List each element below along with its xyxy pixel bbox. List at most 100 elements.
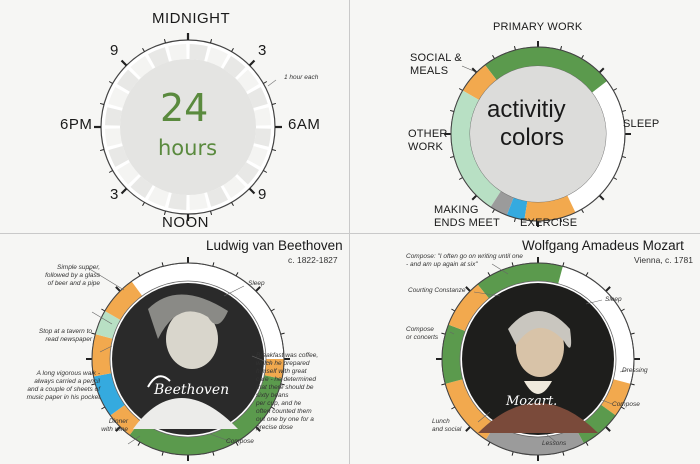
beethoven-hand: [147, 375, 171, 388]
legend-hour-tick: [449, 109, 455, 112]
mozart-note-courting: Courting Constanze: [408, 287, 466, 294]
clock-hour-tick: [248, 59, 256, 67]
beethoven-note-dinner: Dinner with wine: [101, 418, 128, 433]
clock-hour-cell: [105, 107, 122, 126]
mozart-signature: Mozart.: [506, 394, 558, 409]
mozart-name: Wolfgang Amadeus Mozart: [522, 238, 684, 253]
legend-segment-making_ends_meet: [490, 191, 514, 216]
beethoven-hour-tick: [255, 286, 261, 292]
beethoven-hour-tick: [137, 441, 141, 446]
clock-hour-cell: [117, 162, 139, 185]
label-making-2: ENDS MEET: [434, 217, 500, 229]
label-other-work-2: WORK: [408, 141, 444, 153]
legend-leader: [461, 65, 477, 73]
label-primary-work: PRIMARY WORK: [493, 21, 583, 33]
beethoven-hour-tick: [115, 286, 121, 292]
six-pm-label: 6PM: [60, 116, 93, 133]
clock-hour-cell: [223, 56, 246, 78]
beethoven-face: [166, 309, 218, 369]
mozart-wig: [508, 311, 572, 348]
legend-hour-tick: [621, 156, 627, 159]
clock-hour-cell: [189, 44, 208, 61]
legend-center-line1: activitiy: [487, 96, 566, 123]
beethoven-segment-social_meals: [264, 359, 284, 379]
legend-center-line2: colors: [500, 124, 565, 151]
label-making-1: MAKING: [434, 204, 479, 216]
beethoven-segment-social_meals: [110, 404, 141, 436]
beethoven-hour-tick: [235, 272, 239, 277]
legend-hour-tick: [581, 54, 584, 59]
clock-hour-cell: [206, 186, 228, 207]
legend-segment-exercise: [506, 197, 528, 220]
beethoven-leader: [209, 433, 233, 443]
clock-hour-tick: [108, 170, 113, 173]
beethoven-hour-tick: [137, 272, 141, 277]
beethoven-hour-tick: [270, 406, 275, 410]
nine-top-left-label: 9: [110, 42, 119, 59]
mozart-hour-tick: [562, 451, 565, 456]
mozart-segment-primary_work: [538, 263, 563, 284]
legend-hour-tick: [492, 54, 495, 59]
beethoven-segment-exercise: [93, 373, 125, 416]
legend-hour-tick: [560, 217, 563, 223]
clock-hour-tick: [263, 81, 268, 84]
clock-hour-cell: [237, 162, 259, 185]
clock-hour-cell: [254, 128, 271, 147]
legend-segment-other_work: [451, 90, 501, 207]
beethoven-note-sleep: Sleep: [248, 280, 265, 287]
mozart-segment-social_meals: [445, 379, 496, 440]
clock-hour-cell: [247, 145, 268, 167]
beethoven-ring-inner: [109, 280, 267, 438]
mozart-hour-tick: [585, 441, 589, 446]
beethoven-note-supper: Simple supper, followed by a glass of be…: [45, 264, 100, 287]
clock-hour-cell: [130, 56, 153, 78]
mozart-ring-outline: [441, 262, 635, 456]
beethoven-hour-tick: [255, 426, 261, 432]
beethoven-hour-tick: [101, 308, 106, 312]
mozart-note-dressing: Dressing: [622, 367, 648, 374]
beethoven-hour-tick: [91, 383, 96, 386]
center-number: 24: [160, 86, 209, 130]
clock-hour-tick: [210, 38, 213, 44]
clock-center-disc: [120, 59, 256, 195]
nine-bottom-right-label: 9: [258, 186, 267, 203]
mozart-leader: [491, 263, 509, 275]
legend-hour-tick: [560, 45, 563, 51]
mozart-hour-tick: [487, 272, 491, 277]
three-bottom-left-label: 3: [110, 186, 119, 203]
mozart-segment-social_meals: [601, 379, 631, 416]
mozart-hour-tick: [630, 332, 635, 335]
clock-hour-cell: [168, 193, 187, 210]
three-top-right-label: 3: [258, 42, 267, 59]
mozart-coat: [478, 403, 598, 433]
label-sleep: SLEEP: [623, 118, 660, 130]
clock-panel: MIDNIGHT NOON 6PM 6AM 9 3 3 9 1 hour eac…: [0, 0, 350, 234]
clock-hour-tick: [271, 102, 277, 105]
clock-hour-cell: [237, 69, 259, 92]
mozart-hour-tick: [465, 286, 471, 292]
legend-hour-tick: [613, 177, 618, 180]
mozart-hour-tick: [605, 426, 611, 432]
legend-hour-tick: [449, 156, 455, 159]
mozart-note-lessons: Lessons: [542, 440, 567, 447]
clock-hour-cell: [168, 44, 187, 61]
beethoven-leader: [99, 345, 113, 353]
beethoven-hour-tick: [212, 262, 215, 267]
mozart-leader: [473, 291, 501, 297]
clock-hour-cell: [223, 176, 246, 198]
clock-hour-tick: [108, 81, 113, 84]
mozart-hour-tick: [465, 426, 471, 432]
beethoven-signature: Beethoven: [154, 382, 230, 398]
mozart-note-compose-concerts: Compose or concerts: [406, 326, 439, 341]
mozart-leader: [585, 299, 603, 305]
mozart-panel: Wolfgang Amadeus Mozart Vienna, c. 1781 …: [350, 234, 700, 464]
clock-hour-tick: [163, 210, 166, 216]
mozart-segment-social_meals: [448, 284, 489, 332]
beethoven-segment-primary_work: [129, 375, 282, 455]
clock-hour-tick: [142, 47, 145, 52]
mozart-leader: [449, 331, 455, 335]
beethoven-leader: [91, 311, 113, 325]
beethoven-hour-tick: [161, 451, 164, 456]
noon-label: NOON: [162, 214, 209, 231]
beethoven-hour-tick: [101, 406, 106, 410]
